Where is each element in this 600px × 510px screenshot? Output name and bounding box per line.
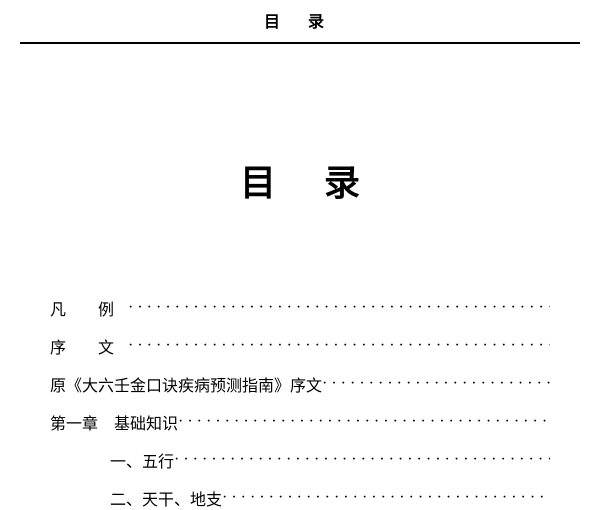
toc-label: 序 文: [50, 334, 128, 358]
toc-row: 二、天干、地支: [50, 486, 550, 510]
toc-label: 凡 例: [50, 296, 128, 320]
toc-leader-dots: [178, 413, 550, 429]
table-of-contents: 凡 例 序 文 原《大六壬金口诀疾病预测指南》序文 第一章 基础知识 一、五行 …: [0, 296, 600, 510]
main-title-block: 目录: [0, 154, 600, 206]
toc-row: 凡 例: [50, 296, 550, 320]
page-header: 目 录: [0, 0, 600, 44]
toc-row: 第一章 基础知识: [50, 410, 550, 434]
main-title: 目录: [192, 163, 408, 203]
toc-leader-dots: [222, 489, 550, 505]
toc-row: 一、五行: [50, 448, 550, 472]
header-title: 目 录: [0, 8, 600, 32]
toc-leader-dots: [174, 451, 550, 467]
toc-row: 原《大六壬金口诀疾病预测指南》序文: [50, 372, 550, 396]
toc-label: 第一章 基础知识: [50, 410, 178, 434]
toc-leader-dots: [128, 337, 550, 353]
toc-leader-dots: [128, 299, 550, 315]
toc-leader-dots: [322, 375, 550, 391]
toc-label: 一、五行: [110, 448, 174, 472]
header-rule: [20, 42, 580, 44]
toc-row: 序 文: [50, 334, 550, 358]
toc-label: 二、天干、地支: [110, 486, 222, 510]
toc-label: 原《大六壬金口诀疾病预测指南》序文: [50, 372, 322, 396]
